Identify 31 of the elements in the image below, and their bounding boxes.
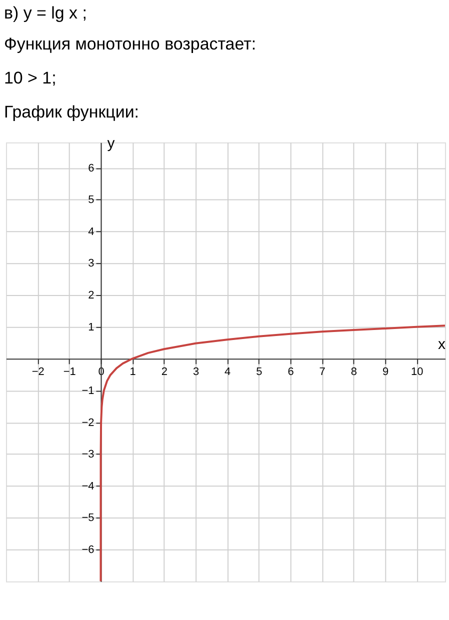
text: График функции:: [4, 102, 140, 122]
text: 10 > 1;: [4, 68, 56, 88]
y-tick-label: −3: [82, 448, 94, 461]
line-series: [100, 324, 446, 582]
x-axis-title: x: [438, 336, 446, 354]
x-tick-label: 4: [224, 366, 231, 378]
y-tick-label: −6: [82, 544, 94, 556]
y-tick-label: 3: [88, 258, 94, 270]
x-tick-label: 7: [319, 366, 326, 378]
x-tick-label: 1: [130, 366, 136, 378]
x-tick-label: 3: [192, 366, 200, 378]
y-axis-title: y: [107, 134, 116, 152]
y-tick-label: 4: [88, 226, 94, 238]
y-tick-label: 5: [88, 194, 94, 206]
y-tick-label: 1: [88, 321, 94, 334]
x-tick-label: 6: [288, 366, 294, 378]
x-tick-label: 8: [350, 366, 357, 378]
y-tick-label: −2: [82, 416, 94, 429]
y-tick-label: −4: [82, 480, 94, 492]
x-tick-label: 2: [161, 366, 168, 378]
chart-title: в) y = lg x ;: [4, 4, 87, 23]
y-tick-label: −5: [82, 512, 94, 524]
x-tick-label: 9: [382, 366, 389, 378]
y-tick-label: 2: [88, 290, 94, 302]
text: Функция монотонно возрастает:: [4, 34, 256, 54]
x-tick-label: 5: [256, 366, 262, 378]
x-tick-label: −2: [32, 366, 44, 378]
y-tick-label: 6: [88, 162, 94, 174]
x-tick-label: −1: [63, 366, 76, 378]
y-tick-label: −1: [82, 384, 94, 397]
x-tick-label: 10: [410, 366, 424, 378]
